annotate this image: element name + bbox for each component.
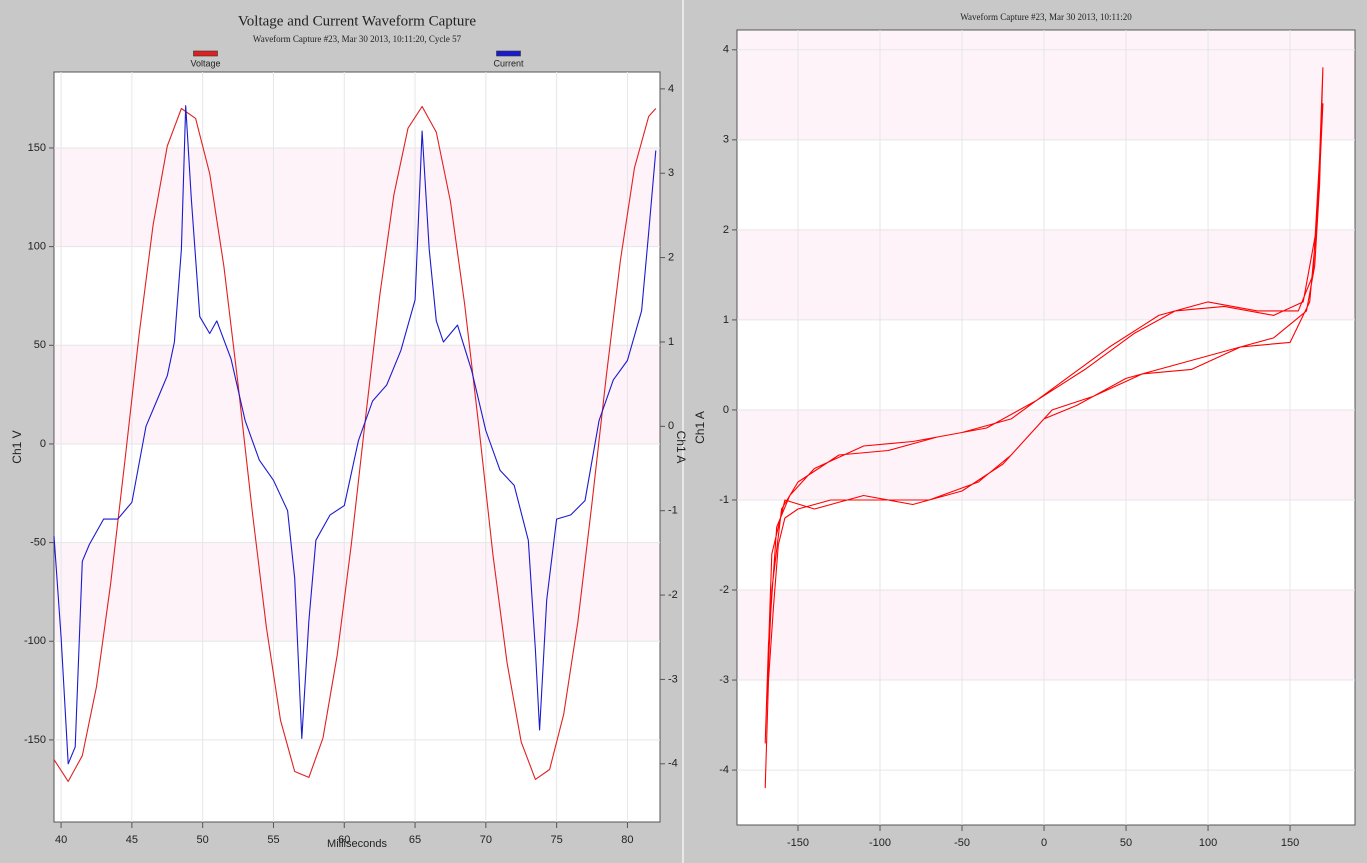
y2-tick-label: 1 [668,336,674,348]
y2-tick-label: -1 [668,505,678,517]
legend-swatch [193,50,218,57]
chart-subtitle: Waveform Capture #23, Mar 30 2013, 10:11… [253,34,462,44]
y2-tick-label: 3 [668,167,674,179]
x-tick-label: 70 [480,834,492,846]
y2-tick-label: -2 [668,589,678,601]
y2-axis-label: Ch1 A [674,431,688,464]
y2-tick-label: 4 [668,83,674,95]
y-tick-label: 3 [723,134,729,146]
x-tick-label: 100 [1199,837,1217,849]
y-tick-label: -2 [719,584,729,596]
y-tick-label: -100 [24,635,46,647]
y-tick-label: 4 [723,44,729,56]
x-tick-label: -100 [869,837,891,849]
legend-label: Current [493,58,524,68]
legend-swatch [496,50,521,57]
x-tick-label: 55 [267,834,279,846]
grid-band [738,31,1354,50]
y-tick-label: 50 [34,339,46,351]
grid-band [738,409,1354,500]
y-tick-label: -150 [24,734,46,746]
grid-band [55,147,659,247]
series-line [53,105,657,782]
x-tick-label: 50 [197,834,209,846]
y-tick-label: 1 [723,314,729,326]
chart-title: Voltage and Current Waveform Capture [238,13,477,29]
grid-band [738,49,1354,140]
y-tick-label: 100 [28,241,46,253]
legend-label: Voltage [190,58,220,68]
y2-tick-label: 0 [668,420,674,432]
series-line [764,67,1324,789]
x-axis-label: Milliseconds [327,838,387,850]
x-tick-label: 0 [1041,837,1047,849]
x-tick-label: 45 [126,834,138,846]
y2-tick-label: -4 [668,758,678,770]
y-tick-label: 2 [723,224,729,236]
x-tick-label: -50 [954,837,970,849]
series-line [53,105,657,765]
y-tick-label: -50 [30,537,46,549]
grid-band [55,345,659,444]
chart-title: Waveform Capture #23, Mar 30 2013, 10:11… [960,12,1132,22]
y-axis-label: Ch1 V [10,430,24,463]
grid-band [738,590,1354,681]
y-tick-label: 150 [28,142,46,154]
y-tick-label: 0 [723,404,729,416]
y-tick-label: -3 [719,674,729,686]
x-tick-label: 75 [551,834,563,846]
grid-band [738,229,1354,320]
y2-tick-label: -3 [668,673,678,685]
x-tick-label: 60 [338,834,350,846]
y-tick-label: -4 [719,764,729,776]
x-tick-label: 80 [621,834,633,846]
grid-band [55,542,659,642]
y-tick-label: -1 [719,494,729,506]
y2-tick-label: 2 [668,252,674,264]
x-tick-label: 50 [1120,837,1132,849]
x-tick-label: -150 [787,837,809,849]
y-axis-label: Ch1 A [693,411,707,444]
x-tick-label: 65 [409,834,421,846]
x-tick-label: 150 [1281,837,1299,849]
x-tick-label: 40 [55,834,67,846]
y-tick-label: 0 [40,438,46,450]
